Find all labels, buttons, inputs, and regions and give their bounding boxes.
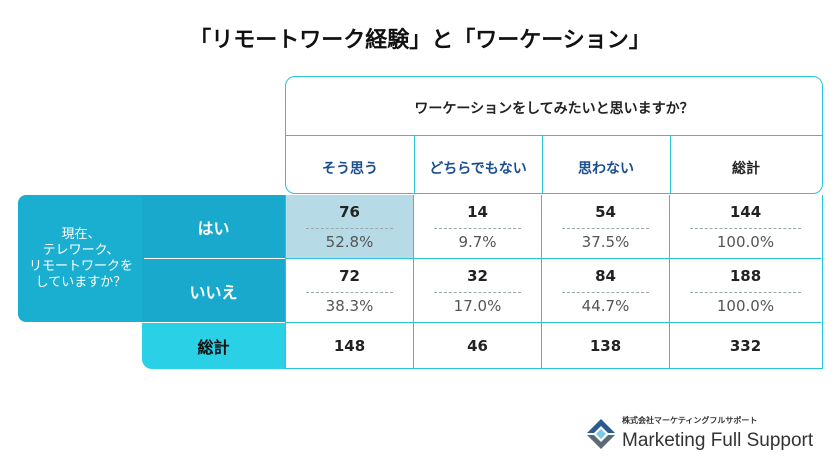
cell-divider (434, 228, 521, 229)
cell-count: 144 (729, 203, 762, 221)
table-cell: 32 17.0% (414, 259, 542, 323)
row-question-line: 現在、 (61, 226, 101, 242)
cell-divider (562, 228, 649, 229)
chart-title: 「リモートワーク経験」と「ワーケーション」 (189, 28, 651, 53)
row-question-line: リモートワークを (28, 258, 133, 274)
row-question-line: していますか？ (35, 274, 127, 290)
cell-count: 84 (595, 267, 616, 285)
cell-percent: 17.0% (453, 297, 502, 315)
header-divider (286, 135, 822, 136)
cell-count: 76 (339, 203, 360, 221)
cell-count: 32 (467, 267, 488, 285)
cell-percent: 100.0% (716, 297, 775, 315)
column-header-disagree: 思わない (578, 161, 634, 177)
row-label-yes: はい (142, 195, 285, 258)
cell-percent: 37.5% (581, 233, 630, 251)
total-value: 332 (729, 336, 762, 355)
cell-divider (562, 292, 649, 293)
column-divider (414, 135, 415, 193)
cell-count: 14 (467, 203, 488, 221)
cell-count: 72 (339, 267, 360, 285)
total-cell: 46 (414, 323, 542, 368)
column-divider (670, 135, 671, 193)
table-cell: 54 37.5% (542, 195, 670, 259)
table-cell: 144 100.0% (670, 195, 821, 259)
cell-count: 54 (595, 203, 616, 221)
logo-mark-icon (587, 419, 615, 449)
company-name-small: 株式会社マーケティングフルサポート (622, 416, 758, 425)
column-question-header: ワーケーションをしてみたいと思いますか？ そう思う どちらでもない 思わない 総… (285, 76, 823, 194)
total-cell: 332 (670, 323, 821, 368)
cell-count: 188 (729, 267, 762, 285)
total-value: 138 (589, 336, 622, 355)
total-cell: 138 (542, 323, 670, 368)
row-question: 現在、 テレワーク、 リモートワークを していますか？ (18, 195, 144, 322)
cell-percent: 52.8% (325, 233, 374, 251)
column-question: ワーケーションをしてみたいと思いますか？ (414, 101, 694, 117)
table-cell: 84 44.7% (542, 259, 670, 323)
cell-percent: 100.0% (716, 233, 775, 251)
total-value: 46 (467, 336, 488, 355)
row-label-no: いいえ (142, 259, 285, 322)
data-grid: 76 52.8% 14 9.7% 54 37.5% 144 100.0% 72 … (285, 195, 823, 369)
cell-divider (306, 292, 393, 293)
column-header-total: 総計 (732, 161, 760, 177)
cell-percent: 44.7% (581, 297, 630, 315)
cell-divider (306, 228, 393, 229)
column-divider (542, 135, 543, 193)
total-cell: 148 (286, 323, 414, 368)
row-label-total: 総計 (142, 323, 285, 369)
cell-divider (690, 228, 801, 229)
table-cell: 14 9.7% (414, 195, 542, 259)
cell-percent: 9.7% (458, 233, 497, 251)
company-logo: 株式会社マーケティングフルサポート Marketing Full Support (585, 413, 825, 459)
company-name: Marketing Full Support (622, 430, 814, 451)
cell-percent: 38.3% (325, 297, 374, 315)
table-cell: 76 52.8% (286, 195, 414, 259)
table-cell: 72 38.3% (286, 259, 414, 323)
column-header-neutral: どちらでもない (429, 161, 527, 177)
cell-divider (434, 292, 521, 293)
column-header-agree: そう思う (322, 161, 378, 177)
table-cell: 188 100.0% (670, 259, 821, 323)
row-question-line: テレワーク、 (42, 242, 120, 258)
total-value: 148 (333, 336, 366, 355)
cell-divider (690, 292, 801, 293)
